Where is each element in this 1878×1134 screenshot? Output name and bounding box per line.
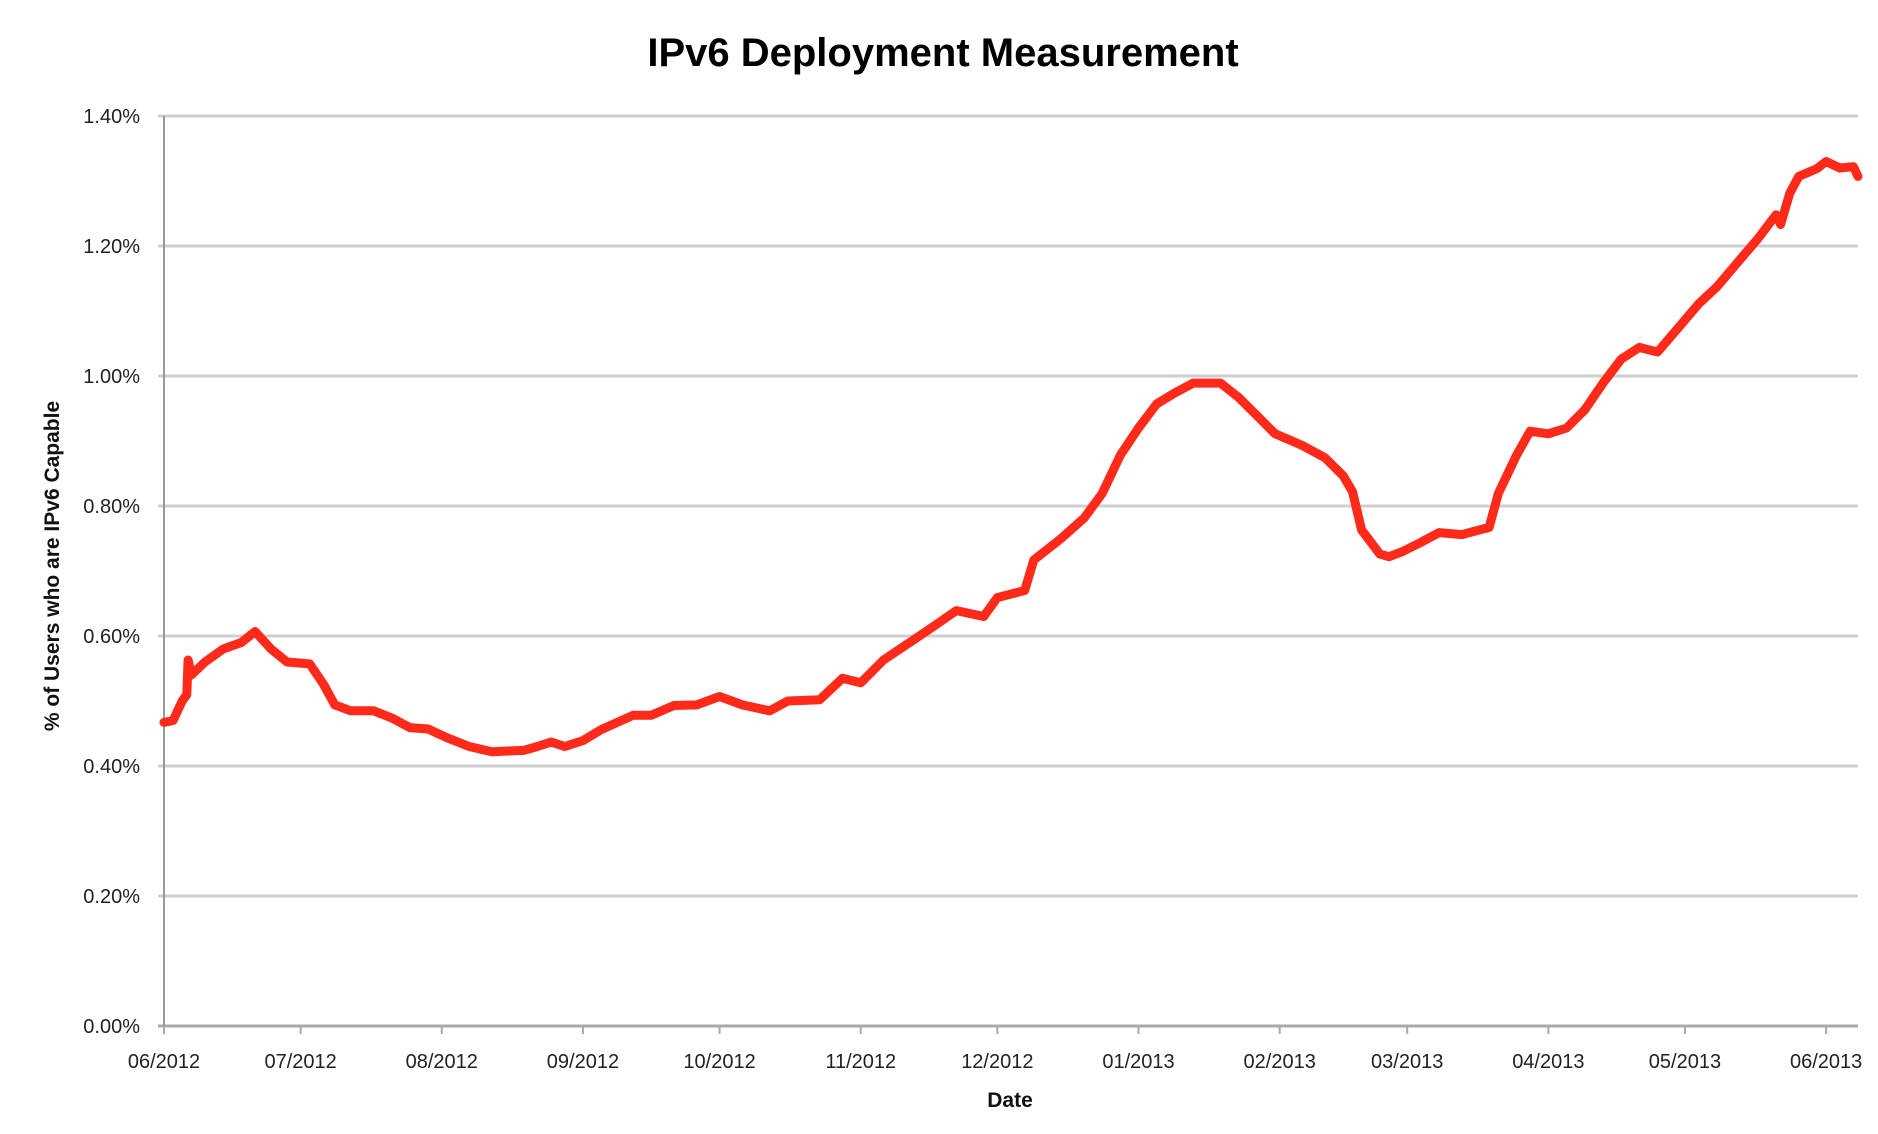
x-tick-label: 01/2013	[1102, 1051, 1174, 1073]
x-tick-label: 10/2012	[683, 1051, 755, 1073]
y-tick-label: 1.00%	[83, 366, 140, 388]
x-tick-label: 12/2012	[961, 1051, 1033, 1073]
series-line	[159, 157, 1863, 757]
y-tick-label: 0.20%	[83, 886, 140, 908]
x-tick-label: 09/2012	[547, 1051, 619, 1073]
y-axis-label: % of Users who are IPv6 Capable	[41, 401, 64, 731]
x-tick-label: 11/2012	[825, 1051, 896, 1073]
y-tick-label: 0.40%	[83, 756, 140, 778]
chart-title: IPv6 Deployment Measurement	[647, 31, 1238, 75]
y-tick-label: 1.40%	[83, 106, 140, 128]
x-axis-label: Date	[987, 1089, 1033, 1112]
y-tick-label: 0.80%	[83, 496, 140, 518]
y-tick-label: 1.20%	[83, 236, 140, 258]
x-tick-label: 04/2013	[1512, 1051, 1584, 1073]
x-tick-label: 06/2013	[1790, 1051, 1862, 1073]
y-tick-label: 0.60%	[83, 626, 140, 648]
x-tick-label: 08/2012	[406, 1051, 478, 1073]
series-group	[159, 157, 1863, 757]
x-tick-label: 06/2012	[128, 1051, 200, 1073]
x-tick-label: 02/2013	[1244, 1051, 1316, 1073]
y-tick-label: 0.00%	[83, 1016, 140, 1038]
y-axis: 0.00% 0.20% 0.40% 0.60% 0.80% 1.00% 1.20% 1.40%	[83, 106, 140, 1038]
x-tick-label: 05/2013	[1649, 1051, 1721, 1073]
x-tick-label: 03/2013	[1371, 1051, 1443, 1073]
x-axis: 06/2012 07/2012 08/2012 09/2012 10/2012 11/20…	[128, 1026, 1862, 1073]
gridlines	[158, 114, 1858, 1028]
x-tick-label: 07/2012	[264, 1051, 336, 1073]
